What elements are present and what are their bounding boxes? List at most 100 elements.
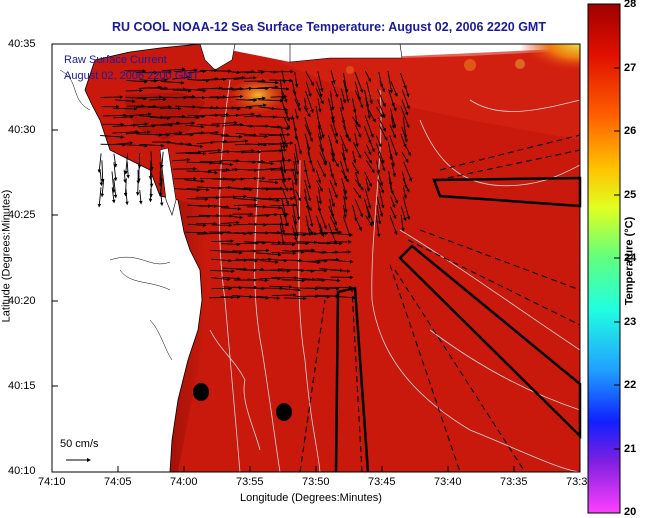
current-vector bbox=[208, 149, 231, 154]
current-vector bbox=[244, 241, 267, 245]
y-tick-label: 40:30 bbox=[8, 124, 36, 136]
current-vector bbox=[222, 122, 244, 127]
current-vector bbox=[329, 259, 354, 264]
current-vector bbox=[293, 124, 298, 141]
current-vector bbox=[294, 108, 299, 120]
current-vector bbox=[126, 144, 148, 148]
current-vector bbox=[331, 117, 339, 138]
current-vector bbox=[281, 206, 289, 227]
colorbar-tick: 20 bbox=[624, 506, 637, 518]
current-vector bbox=[269, 285, 293, 289]
current-vector bbox=[186, 160, 214, 165]
current-vector bbox=[196, 140, 215, 145]
y-tick-label: 40:25 bbox=[8, 209, 36, 221]
current-vector bbox=[293, 153, 299, 176]
current-vector bbox=[339, 134, 348, 153]
current-vector bbox=[210, 139, 228, 144]
current-vector bbox=[365, 160, 375, 174]
current-vector bbox=[390, 153, 396, 167]
current-vector bbox=[126, 161, 130, 179]
scale-vector-label: 50 cm/s bbox=[60, 438, 99, 450]
current-vector bbox=[295, 198, 301, 221]
current-vector bbox=[211, 178, 236, 182]
y-tick-label: 40:10 bbox=[8, 465, 36, 477]
current-vector bbox=[163, 114, 186, 119]
colorbar-tick: 22 bbox=[624, 379, 637, 391]
current-vector bbox=[316, 286, 340, 291]
current-vector bbox=[244, 143, 268, 147]
current-vector bbox=[124, 153, 129, 175]
current-vector bbox=[268, 132, 291, 137]
current-vector bbox=[377, 170, 384, 187]
current-vector bbox=[208, 112, 230, 117]
current-vector bbox=[304, 259, 328, 263]
current-vector bbox=[282, 189, 290, 205]
current-vector bbox=[304, 188, 310, 210]
current-vector bbox=[318, 207, 327, 230]
current-vector bbox=[281, 278, 306, 283]
current-vector bbox=[222, 139, 249, 144]
current-vector bbox=[234, 231, 254, 236]
current-vector bbox=[304, 97, 308, 112]
colorbar-tick: 21 bbox=[624, 443, 637, 455]
current-vector bbox=[329, 198, 335, 218]
current-vector-field bbox=[97, 67, 413, 301]
current-vector bbox=[159, 161, 163, 183]
current-vector bbox=[376, 88, 386, 108]
current-vector bbox=[403, 142, 412, 157]
current-vector bbox=[174, 121, 196, 126]
current-vector bbox=[375, 215, 381, 238]
current-vector bbox=[316, 179, 323, 193]
x-axis-label: Longitude (Degrees:Minutes) bbox=[240, 492, 382, 504]
current-vector bbox=[400, 206, 407, 222]
x-tick-label: 73:55 bbox=[236, 476, 264, 488]
current-vector bbox=[211, 223, 233, 228]
current-vector bbox=[271, 87, 290, 91]
current-vector bbox=[305, 81, 312, 98]
current-vector bbox=[125, 130, 151, 135]
colorbar-tick: 25 bbox=[624, 189, 637, 201]
current-vector bbox=[256, 125, 282, 129]
current-vector bbox=[197, 231, 224, 236]
current-vector bbox=[210, 239, 234, 243]
current-vector bbox=[137, 124, 156, 128]
current-vector bbox=[282, 106, 290, 122]
current-vector bbox=[235, 98, 258, 103]
colorbar-tick: 28 bbox=[624, 0, 637, 10]
current-vector bbox=[364, 198, 371, 220]
current-vector bbox=[305, 71, 314, 87]
current-vector bbox=[387, 71, 393, 94]
current-vector bbox=[318, 230, 343, 235]
x-tick-label: 73:50 bbox=[302, 476, 330, 488]
current-vector bbox=[329, 90, 335, 111]
current-vector bbox=[341, 143, 347, 162]
current-vector bbox=[184, 144, 204, 149]
current-vector bbox=[172, 88, 192, 93]
current-vector bbox=[307, 241, 331, 245]
current-vector bbox=[280, 225, 285, 246]
current-vector bbox=[292, 89, 300, 107]
x-tick-label: 73:3 bbox=[566, 476, 588, 488]
current-vector bbox=[305, 90, 314, 114]
current-vector bbox=[402, 197, 411, 221]
current-vector bbox=[375, 135, 382, 148]
current-vector bbox=[113, 179, 118, 199]
current-vector bbox=[159, 189, 164, 207]
current-vector bbox=[220, 220, 240, 225]
current-vector bbox=[269, 158, 292, 163]
current-vector bbox=[100, 160, 105, 183]
current-vector bbox=[222, 267, 248, 271]
current-vector bbox=[270, 232, 298, 236]
current-vector bbox=[305, 287, 331, 291]
current-vector bbox=[124, 122, 149, 127]
current-vector bbox=[208, 77, 227, 82]
current-vector bbox=[319, 223, 325, 238]
current-vector bbox=[402, 186, 408, 199]
current-vector bbox=[271, 251, 297, 255]
current-vector bbox=[174, 115, 200, 120]
current-vector bbox=[388, 170, 393, 187]
current-vector bbox=[340, 88, 347, 104]
current-vector bbox=[232, 69, 255, 74]
current-vector bbox=[232, 160, 257, 164]
current-vector bbox=[293, 161, 299, 183]
